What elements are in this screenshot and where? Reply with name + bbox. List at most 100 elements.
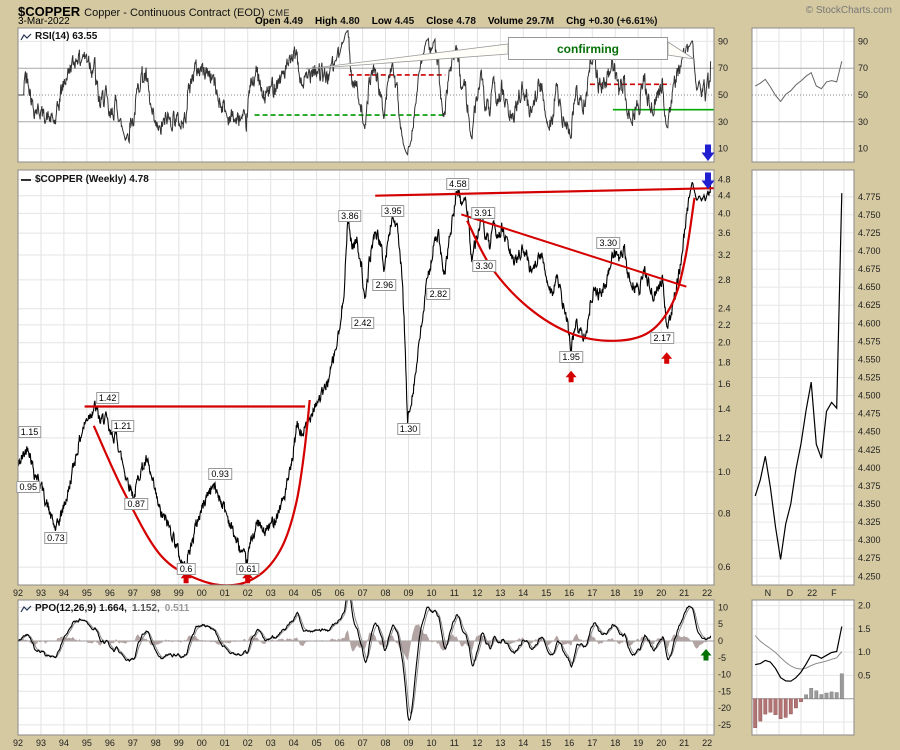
svg-text:96: 96 — [105, 738, 115, 748]
svg-text:-10: -10 — [718, 670, 731, 680]
svg-text:00: 00 — [197, 588, 207, 598]
svg-text:30: 30 — [718, 117, 728, 127]
svg-text:11: 11 — [450, 588, 459, 598]
svg-text:4.400: 4.400 — [858, 463, 881, 473]
svg-text:06: 06 — [335, 588, 345, 598]
mini-ppo-panel — [751, 599, 855, 736]
svg-text:50: 50 — [858, 90, 868, 100]
svg-text:90: 90 — [858, 36, 868, 46]
svg-text:92: 92 — [13, 588, 23, 598]
svg-text:01: 01 — [220, 588, 230, 598]
svg-text:04: 04 — [289, 588, 299, 598]
svg-text:4.650: 4.650 — [858, 282, 881, 292]
svg-text:06: 06 — [335, 738, 345, 748]
svg-text:95: 95 — [82, 738, 92, 748]
mini-rsi-panel — [751, 27, 855, 163]
svg-text:15: 15 — [541, 738, 551, 748]
svg-text:4.750: 4.750 — [858, 210, 881, 220]
svg-text:0: 0 — [718, 636, 723, 646]
svg-text:12: 12 — [472, 738, 482, 748]
svg-text:05: 05 — [312, 738, 322, 748]
svg-text:70: 70 — [858, 63, 868, 73]
svg-text:98: 98 — [151, 738, 161, 748]
svg-text:19: 19 — [633, 738, 643, 748]
chg-value: +0.30 (+6.61%) — [588, 16, 658, 27]
svg-text:50: 50 — [718, 90, 728, 100]
svg-text:1.0: 1.0 — [718, 467, 731, 477]
volume-value: 29.7M — [526, 16, 555, 27]
svg-text:3.6: 3.6 — [718, 228, 731, 238]
svg-text:0.6: 0.6 — [718, 562, 731, 572]
svg-text:1.2: 1.2 — [718, 433, 731, 443]
svg-text:-20: -20 — [718, 703, 731, 713]
svg-text:11: 11 — [450, 738, 459, 748]
svg-text:10: 10 — [718, 144, 728, 154]
open-value: 4.49 — [283, 16, 304, 27]
svg-text:4.8: 4.8 — [718, 175, 731, 185]
svg-text:90: 90 — [718, 36, 728, 46]
close-value: 4.78 — [456, 16, 476, 27]
svg-text:13: 13 — [495, 738, 505, 748]
svg-text:4.300: 4.300 — [858, 535, 881, 545]
confirming-callout: confirming — [508, 37, 668, 60]
svg-text:17: 17 — [587, 588, 597, 598]
svg-text:4.275: 4.275 — [858, 553, 881, 563]
rsi-label-text: RSI(14) 63.55 — [35, 31, 98, 42]
svg-text:10: 10 — [426, 738, 436, 748]
svg-text:01: 01 — [220, 738, 230, 748]
volume-label: Volume — [487, 16, 524, 27]
svg-text:16: 16 — [564, 738, 574, 748]
svg-text:02: 02 — [243, 738, 253, 748]
rsi-label: RSI(14) 63.55 — [20, 31, 97, 42]
exchange: CME — [268, 8, 290, 18]
indicator-icon — [20, 605, 32, 612]
svg-text:2.8: 2.8 — [718, 275, 731, 285]
svg-text:4.0: 4.0 — [718, 208, 731, 218]
svg-text:4.525: 4.525 — [858, 373, 881, 383]
svg-text:03: 03 — [266, 738, 276, 748]
svg-text:21: 21 — [679, 588, 689, 598]
svg-text:4.700: 4.700 — [858, 246, 881, 256]
svg-text:09: 09 — [403, 738, 413, 748]
svg-text:14: 14 — [518, 738, 528, 748]
svg-text:02: 02 — [243, 588, 253, 598]
svg-text:98: 98 — [151, 588, 161, 598]
price-panel — [17, 169, 715, 586]
chart-title-row: $COPPER Copper - Continuous Contract (EOD… — [18, 3, 290, 21]
svg-text:13: 13 — [495, 588, 505, 598]
svg-text:19: 19 — [633, 588, 643, 598]
svg-text:00: 00 — [197, 738, 207, 748]
svg-text:1.5: 1.5 — [858, 624, 871, 634]
svg-text:94: 94 — [59, 588, 69, 598]
svg-text:97: 97 — [128, 738, 138, 748]
svg-text:22: 22 — [702, 738, 712, 748]
high-value: 4.80 — [340, 16, 360, 27]
ppo-signal-value: 1.152, — [131, 603, 160, 614]
svg-text:4.350: 4.350 — [858, 499, 881, 509]
svg-text:96: 96 — [105, 588, 115, 598]
price-panel-label: $COPPER (Weekly) 4.78 — [20, 174, 149, 185]
ppo-panel — [17, 599, 715, 736]
mini-price-panel — [751, 169, 855, 586]
svg-text:92: 92 — [13, 738, 23, 748]
close-label: Close — [426, 16, 454, 27]
svg-text:99: 99 — [174, 588, 184, 598]
svg-text:4.250: 4.250 — [858, 571, 881, 581]
svg-text:09: 09 — [403, 588, 413, 598]
svg-text:93: 93 — [36, 738, 46, 748]
price-label-text: $COPPER (Weekly) 4.78 — [35, 174, 149, 185]
svg-text:30: 30 — [858, 117, 868, 127]
svg-text:08: 08 — [380, 588, 390, 598]
svg-text:1.4: 1.4 — [718, 404, 731, 414]
svg-text:4.375: 4.375 — [858, 481, 881, 491]
svg-text:0.8: 0.8 — [718, 509, 731, 519]
svg-text:4.600: 4.600 — [858, 318, 881, 328]
svg-text:4.550: 4.550 — [858, 354, 881, 364]
svg-text:-15: -15 — [718, 686, 731, 696]
svg-text:20: 20 — [656, 588, 666, 598]
low-value: 4.45 — [394, 16, 415, 27]
svg-text:10: 10 — [858, 144, 868, 154]
svg-text:4.775: 4.775 — [858, 192, 881, 202]
